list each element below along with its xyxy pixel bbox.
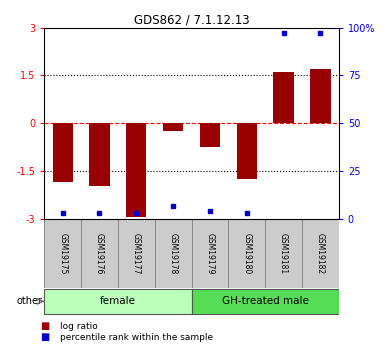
Text: GSM19177: GSM19177 (132, 233, 141, 274)
Bar (53, 123, 73, 183)
Text: GSM19180: GSM19180 (242, 233, 251, 274)
Text: GSM19178: GSM19178 (169, 233, 177, 274)
Text: GSM19179: GSM19179 (206, 233, 214, 274)
Bar (89, 123, 110, 186)
Bar (302, 219, 339, 288)
Text: female: female (100, 296, 136, 306)
Bar (192, 289, 339, 314)
Text: GSM19181: GSM19181 (279, 233, 288, 274)
Bar (228, 219, 265, 288)
Text: other: other (17, 296, 42, 306)
Text: GH-treated male: GH-treated male (222, 296, 309, 306)
Text: ■: ■ (40, 333, 50, 342)
Text: GSM19176: GSM19176 (95, 233, 104, 274)
Bar (163, 123, 183, 131)
Bar (44, 289, 192, 314)
Bar (81, 219, 118, 288)
Bar (118, 219, 155, 288)
Bar (237, 123, 257, 179)
Text: log ratio: log ratio (60, 322, 97, 331)
Text: GSM19175: GSM19175 (58, 233, 67, 274)
Text: ■: ■ (40, 321, 50, 331)
Bar (265, 219, 302, 288)
Bar (44, 219, 81, 288)
Text: percentile rank within the sample: percentile rank within the sample (60, 333, 213, 342)
Bar (155, 219, 192, 288)
Bar (126, 123, 146, 217)
Bar (200, 123, 220, 147)
Text: GSM19182: GSM19182 (316, 233, 325, 274)
Bar (192, 219, 228, 288)
Bar (273, 72, 294, 123)
Bar (310, 69, 330, 123)
Title: GDS862 / 7.1.12.13: GDS862 / 7.1.12.13 (134, 13, 249, 27)
